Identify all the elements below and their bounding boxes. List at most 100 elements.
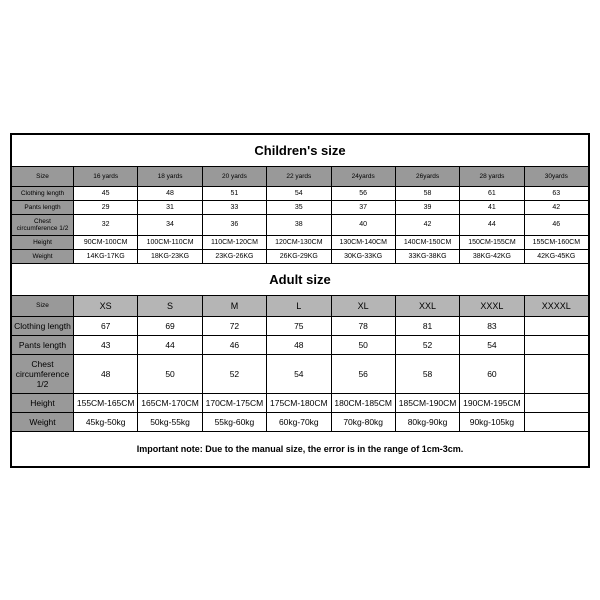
children-row-label: Pants length xyxy=(12,200,74,214)
adult-row-2: Chest circumference 1/2 48 50 52 54 56 5… xyxy=(12,354,589,393)
cell: 39 xyxy=(395,200,459,214)
children-header-0: Size xyxy=(12,166,74,186)
cell: 140CM-150CM xyxy=(395,235,459,249)
adult-row-label: Pants length xyxy=(12,335,74,354)
cell: 38KG-42KG xyxy=(460,249,524,263)
adult-header-row: Size XS S M L XL XXL XXXL XXXXL xyxy=(12,295,589,316)
adult-header-4: L xyxy=(267,295,331,316)
adult-header-5: XL xyxy=(331,295,395,316)
children-row-4: Weight 14KG-17KG 18KG-23KG 23KG-26KG 26K… xyxy=(12,249,589,263)
cell xyxy=(524,412,588,431)
cell: 54 xyxy=(267,186,331,200)
cell: 78 xyxy=(331,316,395,335)
cell: 110CM-120CM xyxy=(202,235,266,249)
adult-row-4: Weight 45kg-50kg 50kg-55kg 55kg-60kg 60k… xyxy=(12,412,589,431)
cell: 52 xyxy=(395,335,459,354)
cell: 26KG-29KG xyxy=(267,249,331,263)
cell xyxy=(524,335,588,354)
cell: 155CM-165CM xyxy=(74,393,138,412)
adult-title-row: Adult size xyxy=(12,263,589,295)
children-header-5: 24yards xyxy=(331,166,395,186)
cell: 90CM-100CM xyxy=(74,235,138,249)
adult-row-3: Height 155CM-165CM 165CM-170CM 170CM-175… xyxy=(12,393,589,412)
children-title: Children's size xyxy=(12,134,589,166)
cell: 42 xyxy=(395,214,459,235)
cell: 155CM-160CM xyxy=(524,235,588,249)
cell xyxy=(524,316,588,335)
children-row-0: Clothing length 45 48 51 54 56 58 61 63 xyxy=(12,186,589,200)
adult-header-6: XXL xyxy=(395,295,459,316)
cell xyxy=(524,354,588,393)
adult-row-1: Pants length 43 44 46 48 50 52 54 xyxy=(12,335,589,354)
children-header-3: 20 yards xyxy=(202,166,266,186)
cell: 150CM-155CM xyxy=(460,235,524,249)
children-row-label: Chest circumference 1/2 xyxy=(12,214,74,235)
adult-row-label: Clothing length xyxy=(12,316,74,335)
cell: 175CM-180CM xyxy=(267,393,331,412)
cell: 23KG-26KG xyxy=(202,249,266,263)
cell: 120CM-130CM xyxy=(267,235,331,249)
cell: 50 xyxy=(138,354,202,393)
children-header-2: 18 yards xyxy=(138,166,202,186)
cell: 48 xyxy=(74,354,138,393)
children-row-3: Height 90CM-100CM 100CM-110CM 110CM-120C… xyxy=(12,235,589,249)
cell: 54 xyxy=(267,354,331,393)
cell: 70kg-80kg xyxy=(331,412,395,431)
children-header-8: 30yards xyxy=(524,166,588,186)
cell: 29 xyxy=(74,200,138,214)
cell: 48 xyxy=(138,186,202,200)
children-row-label: Weight xyxy=(12,249,74,263)
adult-row-label: Chest circumference 1/2 xyxy=(12,354,74,393)
cell: 54 xyxy=(460,335,524,354)
cell: 32 xyxy=(74,214,138,235)
cell: 41 xyxy=(460,200,524,214)
cell: 69 xyxy=(138,316,202,335)
cell: 30KG-33KG xyxy=(331,249,395,263)
important-note: Important note: Due to the manual size, … xyxy=(12,431,589,466)
children-header-row: Size 16 yards 18 yards 20 yards 22 yards… xyxy=(12,166,589,186)
cell: 56 xyxy=(331,354,395,393)
children-header-1: 16 yards xyxy=(74,166,138,186)
cell: 44 xyxy=(460,214,524,235)
children-row-1: Pants length 29 31 33 35 37 39 41 42 xyxy=(12,200,589,214)
adult-row-label: Weight xyxy=(12,412,74,431)
cell: 75 xyxy=(267,316,331,335)
cell: 80kg-90kg xyxy=(395,412,459,431)
cell: 40 xyxy=(331,214,395,235)
cell: 170CM-175CM xyxy=(202,393,266,412)
adult-header-2: S xyxy=(138,295,202,316)
cell: 36 xyxy=(202,214,266,235)
cell: 58 xyxy=(395,354,459,393)
cell: 51 xyxy=(202,186,266,200)
cell: 185CM-190CM xyxy=(395,393,459,412)
cell: 83 xyxy=(460,316,524,335)
adult-header-8: XXXXL xyxy=(524,295,588,316)
cell: 63 xyxy=(524,186,588,200)
adult-header-3: M xyxy=(202,295,266,316)
children-row-label: Height xyxy=(12,235,74,249)
cell: 60 xyxy=(460,354,524,393)
cell: 33KG-38KG xyxy=(395,249,459,263)
cell xyxy=(524,393,588,412)
cell: 45 xyxy=(74,186,138,200)
adult-row-label: Height xyxy=(12,393,74,412)
cell: 55kg-60kg xyxy=(202,412,266,431)
cell: 50 xyxy=(331,335,395,354)
cell: 61 xyxy=(460,186,524,200)
cell: 190CM-195CM xyxy=(460,393,524,412)
cell: 37 xyxy=(331,200,395,214)
children-header-7: 28 yards xyxy=(460,166,524,186)
cell: 38 xyxy=(267,214,331,235)
cell: 56 xyxy=(331,186,395,200)
cell: 44 xyxy=(138,335,202,354)
adult-header-7: XXXL xyxy=(460,295,524,316)
cell: 42 xyxy=(524,200,588,214)
size-table: Children's size Size 16 yards 18 yards 2… xyxy=(11,134,589,467)
cell: 180CM-185CM xyxy=(331,393,395,412)
adult-header-1: XS xyxy=(74,295,138,316)
children-header-4: 22 yards xyxy=(267,166,331,186)
cell: 90kg-105kg xyxy=(460,412,524,431)
cell: 34 xyxy=(138,214,202,235)
cell: 52 xyxy=(202,354,266,393)
cell: 43 xyxy=(74,335,138,354)
